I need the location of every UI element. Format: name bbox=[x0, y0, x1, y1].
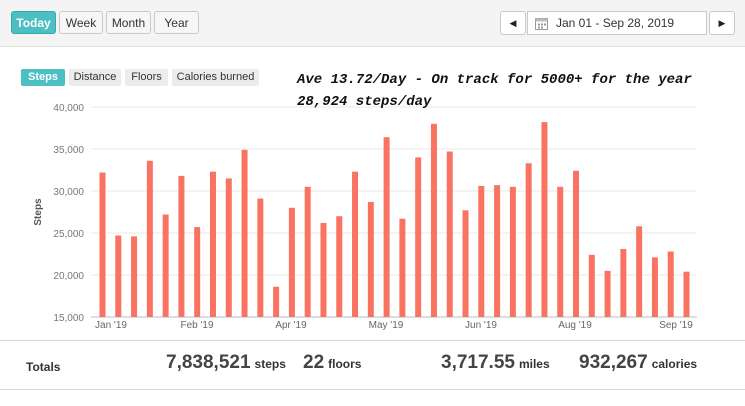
total-steps: 7,838,521 steps bbox=[166, 352, 286, 374]
bar bbox=[178, 175, 185, 317]
bar bbox=[462, 210, 469, 317]
bar bbox=[304, 186, 311, 317]
y-tick-label: 15,000 bbox=[53, 313, 84, 324]
bar bbox=[288, 207, 295, 317]
bar bbox=[478, 185, 485, 317]
total-calories-value: 932,267 bbox=[579, 352, 648, 373]
bar bbox=[415, 157, 422, 317]
x-tick-label: Apr '19 bbox=[275, 320, 307, 331]
x-tick-label: Jan '19 bbox=[95, 320, 127, 331]
tab-steps[interactable]: Steps bbox=[21, 69, 65, 86]
bar bbox=[131, 236, 138, 317]
bar bbox=[99, 172, 106, 317]
range-today-button[interactable]: Today bbox=[11, 11, 56, 34]
annotation-line-2: 28,924 steps/day bbox=[297, 94, 432, 110]
bar bbox=[494, 185, 501, 317]
total-calories: 932,267 calories bbox=[579, 352, 697, 374]
bar bbox=[162, 214, 169, 317]
range-week-button[interactable]: Week bbox=[59, 11, 103, 34]
y-tick-label: 25,000 bbox=[53, 229, 84, 240]
bar bbox=[367, 201, 374, 317]
bar bbox=[352, 171, 359, 317]
bar bbox=[257, 198, 264, 317]
bar bbox=[430, 123, 437, 317]
x-tick-label: Jun '19 bbox=[465, 320, 497, 331]
chevron-right-icon: ▶ bbox=[718, 18, 726, 28]
x-tick-label: Sep '19 bbox=[659, 320, 693, 331]
y-tick-label: 35,000 bbox=[53, 145, 84, 156]
tab-distance[interactable]: Distance bbox=[69, 69, 121, 86]
tab-floors[interactable]: Floors bbox=[125, 69, 168, 86]
prev-range-button[interactable]: ◀ bbox=[500, 11, 526, 35]
x-tick-label: Aug '19 bbox=[558, 320, 592, 331]
total-floors-unit: floors bbox=[328, 357, 362, 371]
bar bbox=[509, 186, 516, 317]
bar bbox=[399, 218, 406, 317]
tab-calories-burned[interactable]: Calories burned bbox=[172, 69, 259, 86]
bar bbox=[146, 160, 153, 317]
annotation-line-1: Ave 13.72/Day - On track for 5000+ for t… bbox=[297, 72, 692, 88]
next-range-button[interactable]: ▶ bbox=[709, 11, 735, 35]
total-floors-value: 22 bbox=[303, 352, 325, 373]
x-tick-label: May '19 bbox=[369, 320, 404, 331]
y-tick-label: 20,000 bbox=[53, 271, 84, 282]
bar bbox=[383, 137, 390, 317]
top-toolbar: Today Week Month Year ◀ Jan 01 - Sep 28,… bbox=[0, 0, 745, 47]
bar bbox=[525, 163, 532, 317]
range-year-button[interactable]: Year bbox=[154, 11, 199, 34]
bar bbox=[667, 251, 674, 317]
steps-bar-chart: 15,000 20,000 25,000 30,000 35,000 40,000 Step… bbox=[33, 103, 697, 331]
date-range-picker[interactable]: Jan 01 - Sep 28, 2019 bbox=[527, 11, 707, 35]
bar bbox=[320, 222, 327, 317]
y-tick-label: 40,000 bbox=[53, 103, 84, 114]
x-tick-label: Feb '19 bbox=[180, 320, 213, 331]
bar bbox=[225, 178, 232, 317]
total-miles-value: 3,717.55 bbox=[441, 352, 515, 373]
bar bbox=[557, 186, 564, 317]
total-calories-unit: calories bbox=[651, 357, 698, 371]
bar bbox=[115, 235, 122, 317]
total-miles-unit: miles bbox=[518, 357, 550, 371]
bar bbox=[620, 248, 627, 317]
bar bbox=[209, 171, 216, 317]
y-axis-label: Steps bbox=[33, 198, 44, 226]
bar bbox=[573, 170, 580, 317]
bar bbox=[651, 257, 658, 317]
bar bbox=[636, 226, 643, 317]
calendar-icon bbox=[535, 18, 548, 30]
bar bbox=[683, 271, 690, 317]
total-steps-value: 7,838,521 bbox=[166, 352, 251, 373]
bar bbox=[446, 151, 453, 317]
date-range-label: Jan 01 - Sep 28, 2019 bbox=[556, 16, 675, 30]
bar bbox=[541, 122, 548, 318]
y-tick-label: 30,000 bbox=[53, 187, 84, 198]
total-miles: 3,717.55 miles bbox=[441, 352, 550, 374]
totals-bar: Totals 7,838,521 steps 22 floors 3,717.55 m… bbox=[0, 340, 745, 390]
bar bbox=[588, 254, 595, 317]
total-floors: 22 floors bbox=[303, 352, 361, 374]
bar bbox=[194, 227, 201, 317]
bar bbox=[273, 286, 280, 317]
bar bbox=[604, 270, 611, 317]
bar bbox=[241, 149, 248, 317]
chevron-left-icon: ◀ bbox=[509, 18, 517, 28]
bar bbox=[336, 216, 343, 317]
totals-label: Totals bbox=[26, 360, 61, 374]
total-steps-unit: steps bbox=[254, 357, 286, 371]
range-month-button[interactable]: Month bbox=[106, 11, 151, 34]
